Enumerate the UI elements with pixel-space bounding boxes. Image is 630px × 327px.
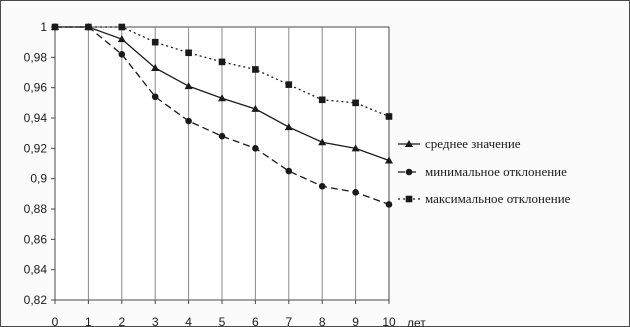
marker-series-3	[252, 66, 259, 73]
x-axis-label: лет	[407, 316, 426, 327]
y-tick-label: 0,94	[24, 111, 48, 125]
marker-series-1	[117, 35, 126, 43]
marker-series-1	[351, 144, 360, 152]
marker-series-2	[405, 168, 413, 176]
legend-label: максимальное отклонение	[425, 191, 571, 206]
x-tick-label: 5	[219, 315, 226, 327]
x-tick-label: 2	[118, 315, 125, 327]
series-line-3	[55, 26, 390, 118]
marker-series-1	[405, 140, 413, 147]
marker-series-3	[405, 195, 413, 203]
y-tick-label: 0,84	[24, 263, 48, 277]
marker-series-3	[151, 38, 159, 46]
x-tick-label: 1	[85, 315, 92, 327]
marker-series-2	[318, 182, 326, 190]
marker-series-1	[385, 156, 393, 164]
series-line-2	[55, 26, 390, 206]
y-tick-label: 0,86	[24, 232, 48, 246]
marker-series-1	[184, 82, 193, 90]
x-tick-label: 10	[382, 315, 396, 327]
marker-series-3	[185, 49, 192, 57]
marker-series-2	[151, 93, 159, 101]
marker-series-2	[385, 201, 393, 208]
x-tick-label: 6	[252, 315, 259, 327]
x-tick-label: 4	[185, 315, 192, 327]
marker-series-3	[118, 23, 126, 31]
y-tick-label: 1	[40, 20, 47, 34]
legend-label: среднее значение	[425, 136, 521, 151]
legend-label: минимальное отклонение	[425, 164, 567, 179]
marker-series-3	[352, 99, 359, 107]
marker-series-3	[385, 113, 393, 120]
marker-series-2	[118, 51, 126, 58]
marker-series-2	[218, 132, 226, 140]
marker-series-2	[285, 167, 293, 175]
x-tick-label: 7	[285, 315, 292, 327]
legend: среднее значение минимальное отклонение ма…	[398, 136, 571, 206]
x-tick-label: 3	[152, 315, 159, 327]
y-tick-label: 0,96	[24, 81, 48, 95]
marker-series-3	[218, 58, 226, 66]
y-tick-label: 0,88	[24, 202, 48, 216]
y-tick-label: 0,82	[24, 293, 48, 307]
marker-series-1	[151, 63, 160, 71]
y-tick-label: 0,9	[30, 172, 47, 186]
marker-series-3	[285, 81, 293, 88]
y-tick-label: 0,92	[24, 141, 48, 155]
x-tick-label: 9	[352, 315, 359, 327]
marker-series-3	[318, 96, 326, 104]
marker-series-1	[251, 104, 260, 112]
marker-series-2	[252, 145, 259, 152]
x-tick-label: 8	[319, 315, 326, 327]
marker-series-3	[51, 23, 59, 31]
marker-series-3	[85, 23, 92, 31]
marker-series-1	[318, 138, 327, 146]
x-tick-label: 0	[52, 315, 59, 327]
y-axis: 0,82 0,84 0,86 0,88 0,9 0,92 0,94 0,96 0,98 1	[24, 20, 55, 307]
marker-series-2	[185, 117, 192, 125]
y-tick-label: 0,98	[24, 50, 48, 64]
marker-series-1	[218, 94, 226, 102]
marker-series-2	[352, 189, 359, 196]
x-axis: 0 1 2 3 4 5 6 7 8 9 10	[52, 300, 396, 327]
marker-series-1	[284, 123, 293, 131]
series-markers	[51, 23, 393, 208]
